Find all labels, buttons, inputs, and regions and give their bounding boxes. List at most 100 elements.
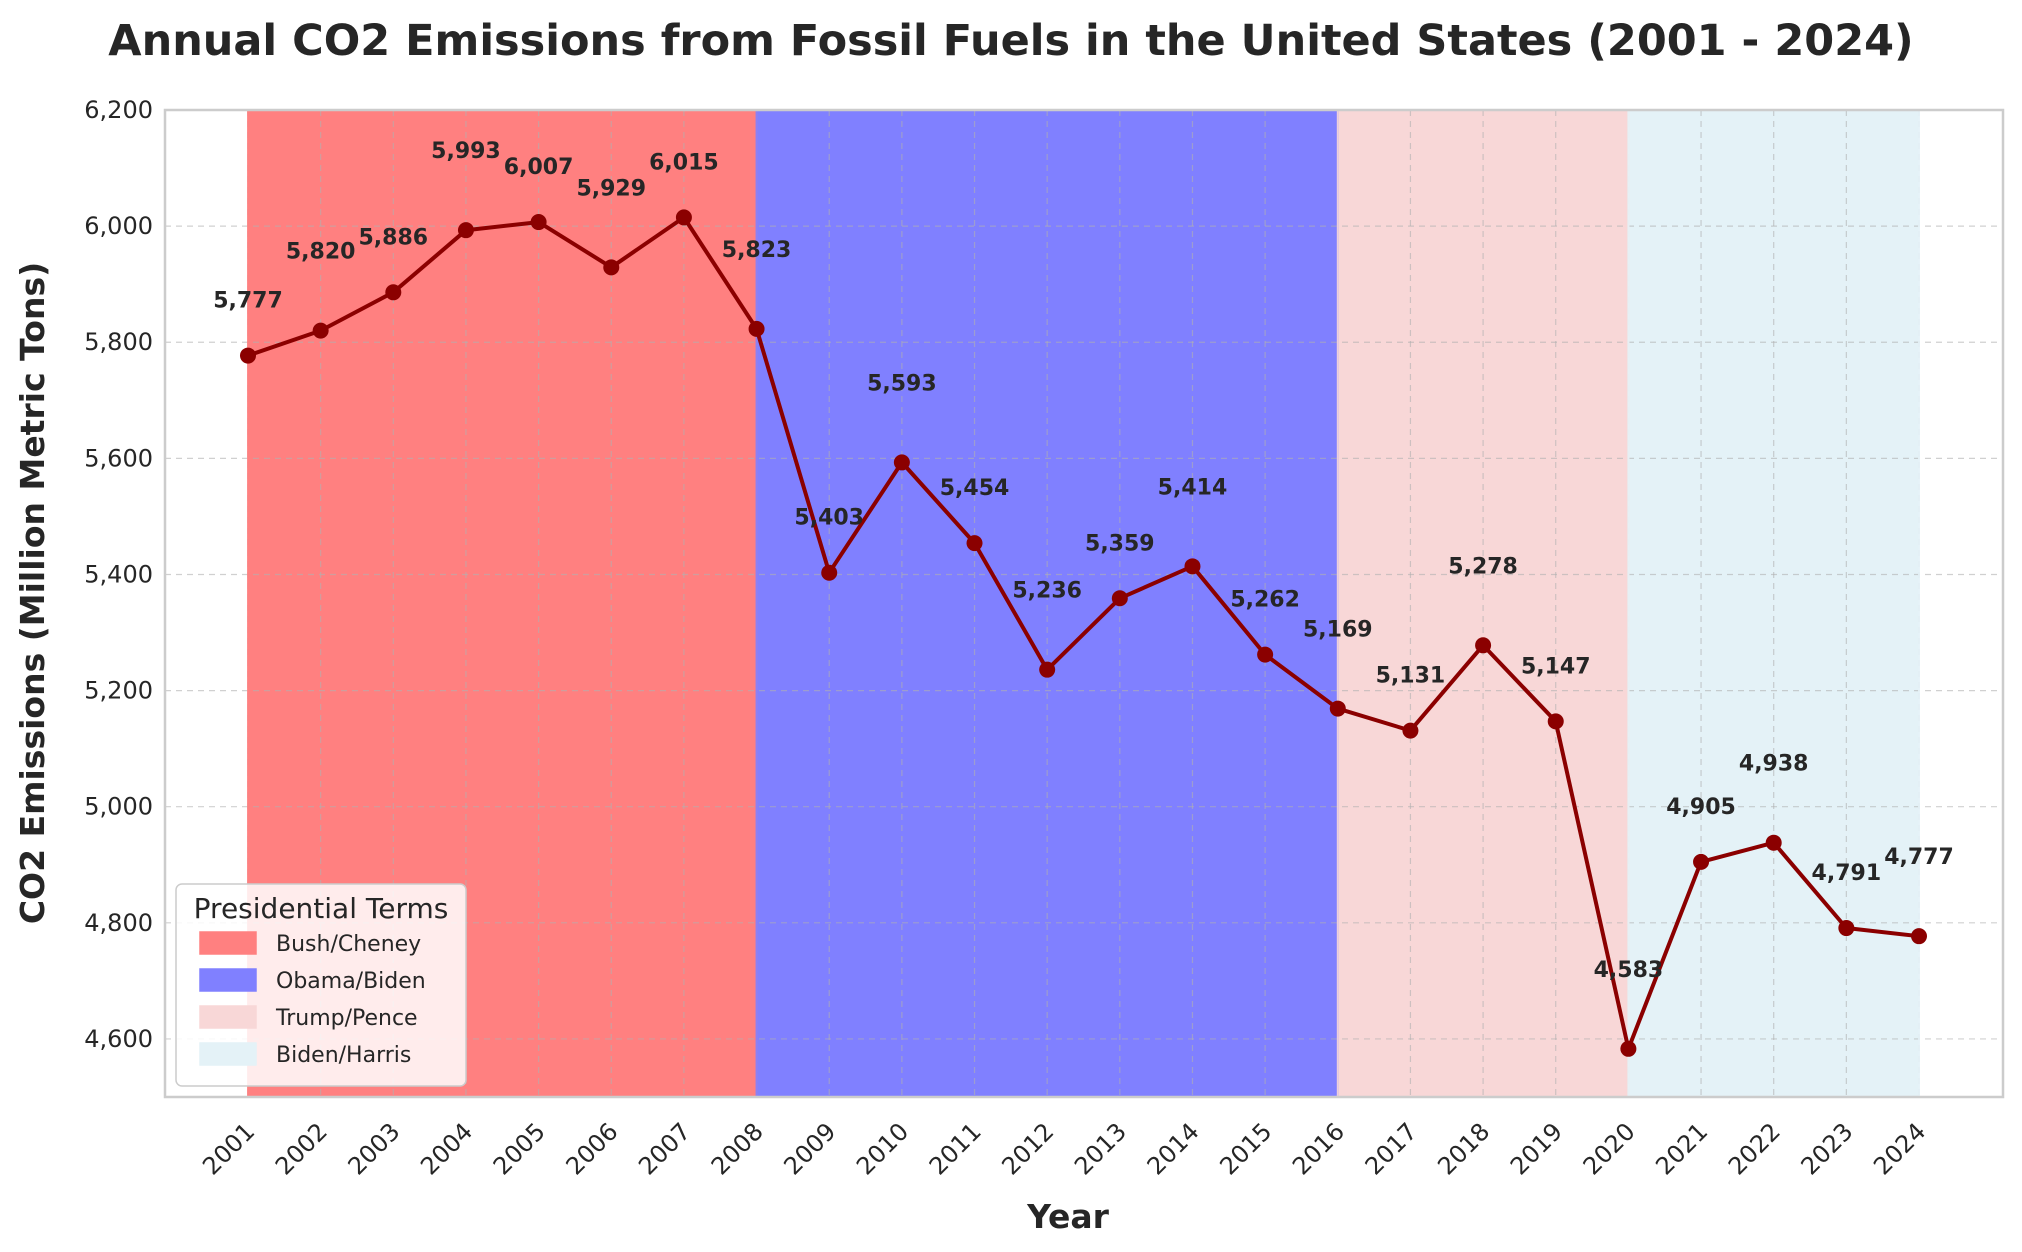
x-tick-label: 2010 bbox=[851, 1117, 914, 1180]
x-tick-labels: 2001 2002 2003 2004 2005 2006 2007 2008 2009 2010… bbox=[197, 1117, 1931, 1180]
legend-swatch bbox=[199, 931, 257, 955]
data-label: 4,777 bbox=[1884, 845, 1954, 870]
data-point bbox=[385, 284, 402, 301]
emissions-series-line bbox=[247, 215, 1920, 1051]
x-tick-label: 2015 bbox=[1214, 1117, 1277, 1180]
x-tick-label: 2021 bbox=[1650, 1117, 1713, 1180]
data-label: 5,593 bbox=[867, 371, 937, 396]
data-label: 5,777 bbox=[213, 289, 283, 314]
y-tick-label: 4,600 bbox=[84, 1025, 153, 1053]
legend-swatch bbox=[199, 1005, 257, 1029]
data-point bbox=[1838, 920, 1855, 937]
legend-label: Bush/Cheney bbox=[276, 932, 421, 957]
y-tick-label: 6,000 bbox=[84, 212, 153, 240]
data-label: 5,929 bbox=[576, 176, 646, 201]
x-tick-label: 2014 bbox=[1142, 1117, 1205, 1180]
x-tick-label: 2007 bbox=[633, 1117, 696, 1180]
x-tick-label: 2018 bbox=[1432, 1117, 1495, 1180]
legend-label: Trump/Pence bbox=[275, 1006, 418, 1031]
data-point bbox=[966, 535, 983, 552]
legend-swatch bbox=[199, 1042, 257, 1066]
legend-title: Presidential Terms bbox=[194, 892, 449, 925]
data-label: 4,583 bbox=[1594, 958, 1664, 983]
data-label: 5,236 bbox=[1012, 579, 1082, 604]
data-points bbox=[240, 209, 1927, 1057]
data-point bbox=[530, 214, 547, 231]
data-label: 5,454 bbox=[940, 476, 1010, 501]
data-label: 4,938 bbox=[1739, 752, 1809, 777]
data-point bbox=[240, 347, 256, 364]
data-point bbox=[893, 454, 910, 471]
x-tick-label: 2001 bbox=[197, 1117, 260, 1180]
data-label: 5,131 bbox=[1376, 664, 1446, 689]
data-label: 5,169 bbox=[1303, 618, 1373, 643]
data-point bbox=[1111, 590, 1128, 607]
term-band-edges bbox=[247, 110, 1920, 1097]
x-tick-label: 2003 bbox=[343, 1117, 406, 1180]
x-tick-label: 2024 bbox=[1868, 1117, 1931, 1180]
data-point bbox=[312, 322, 329, 339]
x-tick-label: 2013 bbox=[1069, 1117, 1132, 1180]
data-label: 5,403 bbox=[794, 506, 864, 531]
data-point bbox=[603, 259, 620, 276]
data-point bbox=[1620, 1040, 1637, 1057]
y-axis-label: CO2 Emissions (Million Metric Tons) bbox=[13, 262, 52, 924]
data-point bbox=[1547, 713, 1564, 730]
x-tick-label: 2011 bbox=[924, 1117, 987, 1180]
y-tick-label: 5,400 bbox=[84, 560, 153, 588]
data-label: 5,278 bbox=[1448, 554, 1518, 579]
data-point bbox=[1911, 928, 1927, 945]
legend-label: Biden/Harris bbox=[276, 1043, 411, 1068]
term-bands bbox=[248, 110, 1919, 1097]
x-axis-label: Year bbox=[1026, 1197, 1110, 1236]
y-tick-label: 5,200 bbox=[84, 677, 153, 705]
x-tick-label: 2022 bbox=[1723, 1117, 1786, 1180]
y-tick-label: 5,000 bbox=[84, 793, 153, 821]
data-point bbox=[1765, 834, 1782, 851]
term-band-2 bbox=[756, 110, 1338, 1097]
legend-label: Obama/Biden bbox=[276, 969, 426, 994]
x-tick-label: 2002 bbox=[270, 1117, 333, 1180]
x-tick-label: 2019 bbox=[1505, 1117, 1568, 1180]
y-tick-label: 5,800 bbox=[84, 328, 153, 356]
data-point bbox=[1475, 637, 1492, 654]
y-tick-labels: 4,600 4,800 5,000 5,200 5,400 5,600 5,800 6,000… bbox=[84, 96, 153, 1053]
data-label: 6,015 bbox=[649, 150, 719, 175]
data-label: 4,905 bbox=[1666, 795, 1736, 820]
x-tick-label: 2020 bbox=[1578, 1117, 1641, 1180]
data-point bbox=[1257, 646, 1274, 663]
x-tick-label: 2017 bbox=[1360, 1117, 1423, 1180]
legend: Presidential Terms Bush/Cheney Obama/Bide… bbox=[175, 883, 467, 1087]
data-label: 5,823 bbox=[722, 238, 792, 263]
y-tick-label: 5,600 bbox=[84, 444, 153, 472]
y-tick-label: 4,800 bbox=[84, 909, 153, 937]
data-point bbox=[1184, 558, 1201, 575]
x-tick-label: 2009 bbox=[778, 1117, 841, 1180]
data-label: 4,791 bbox=[1812, 861, 1882, 886]
x-tick-label: 2016 bbox=[1287, 1117, 1350, 1180]
data-label: 5,820 bbox=[286, 240, 356, 265]
data-point bbox=[457, 222, 474, 239]
x-tick-label: 2012 bbox=[996, 1117, 1059, 1180]
data-label: 5,359 bbox=[1085, 531, 1155, 556]
x-tick-label: 2004 bbox=[415, 1117, 478, 1180]
x-tick-label: 2006 bbox=[561, 1117, 624, 1180]
data-point bbox=[1693, 853, 1710, 870]
data-label: 5,886 bbox=[359, 225, 429, 250]
legend-swatch bbox=[199, 968, 257, 992]
chart-title: Annual CO2 Emissions from Fossil Fuels i… bbox=[108, 16, 1913, 66]
data-point bbox=[675, 209, 692, 226]
y-tick-label: 6,200 bbox=[84, 96, 153, 124]
data-label: 6,007 bbox=[504, 155, 574, 180]
data-point bbox=[1402, 722, 1419, 739]
data-point bbox=[821, 564, 838, 581]
data-point bbox=[1329, 700, 1346, 717]
data-point bbox=[1039, 661, 1056, 678]
data-label: 5,993 bbox=[431, 139, 501, 164]
legend-items: Bush/Cheney Obama/Biden Trump/Pence Biden/H… bbox=[199, 931, 426, 1068]
data-point bbox=[748, 320, 765, 337]
data-label: 5,262 bbox=[1230, 588, 1300, 613]
plot-frame bbox=[163, 108, 2005, 1099]
